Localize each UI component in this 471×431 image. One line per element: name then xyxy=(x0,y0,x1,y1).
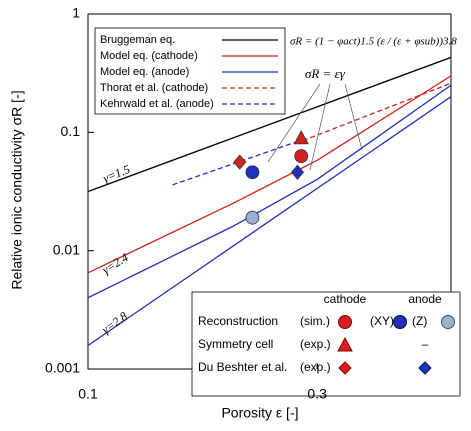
formula: σR = (1 − φact)1.5 (ε / (ε + φsub))3.8 xyxy=(290,36,457,48)
legend xyxy=(94,27,286,115)
legend-row: (exp.) xyxy=(300,337,331,351)
legend-icon xyxy=(338,361,352,375)
power-line xyxy=(88,96,451,347)
pointer xyxy=(267,83,363,171)
y-axis-label: Relative ionic conductivity σR [-] xyxy=(9,90,25,289)
marker xyxy=(245,210,260,225)
legend-markers xyxy=(191,291,461,397)
marker xyxy=(245,165,260,180)
legend-row: Symmetry cell xyxy=(198,337,273,351)
x-axis-label: Porosity ε [-] xyxy=(221,405,298,421)
marker xyxy=(290,164,304,180)
y-tick-label: 0.001 xyxy=(45,360,80,376)
legend-icon xyxy=(441,315,455,329)
formula: σR = εγ xyxy=(305,66,346,81)
y-tick-label: 1 xyxy=(72,5,80,21)
x-tick-label: 0.3 xyxy=(307,386,327,402)
legend-icon xyxy=(337,336,353,352)
line xyxy=(88,56,451,193)
legend-row: Reconstruction xyxy=(198,314,278,328)
legend-header: anode xyxy=(408,292,442,306)
legend-row: (exp.) xyxy=(300,360,331,374)
y-tick-label: 0.1 xyxy=(61,123,81,139)
y-tick-label: 0.01 xyxy=(53,241,80,257)
legend-row: Du Beshter et al. xyxy=(198,360,287,374)
legend-label: Model eq. (anode) xyxy=(100,66,189,78)
legend-row: (Z) xyxy=(412,314,427,328)
legend-label: Model eq. (cathode) xyxy=(100,50,198,62)
marker xyxy=(293,130,309,145)
x-tick-label: 0.1 xyxy=(78,386,98,402)
annotation: γ=2.8 xyxy=(99,309,130,337)
legend-row: (sim.) xyxy=(300,314,330,328)
legend-icon xyxy=(338,315,352,329)
line xyxy=(302,82,451,142)
legend-row: (XY) xyxy=(370,314,394,328)
marker xyxy=(233,154,247,170)
line xyxy=(88,75,451,274)
legend-row: – xyxy=(422,337,429,351)
annotation: γ=1.5 xyxy=(101,162,132,185)
marker xyxy=(294,149,309,163)
line xyxy=(88,84,451,299)
legend-label: Kehrwald et al. (anode) xyxy=(100,98,214,110)
legend-label: Thorat et al. (cathode) xyxy=(100,82,208,94)
legend-header: cathode xyxy=(324,292,367,306)
legend-label: Bruggeman eq. xyxy=(100,34,175,46)
legend-icon xyxy=(393,315,407,329)
legend-icon xyxy=(418,361,432,375)
